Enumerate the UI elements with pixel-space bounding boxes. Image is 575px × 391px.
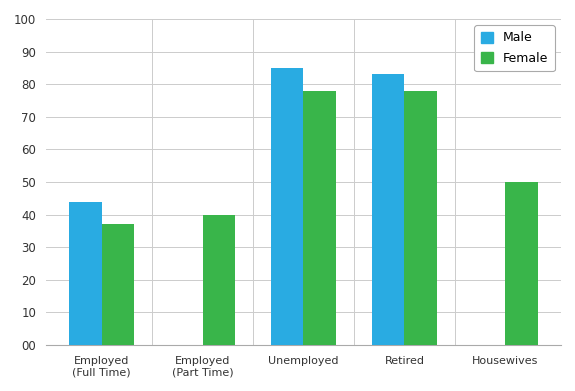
Bar bbox=[372, 74, 404, 345]
Bar bbox=[102, 224, 134, 345]
Bar bbox=[271, 68, 304, 345]
Bar bbox=[304, 91, 336, 345]
Bar bbox=[202, 215, 235, 345]
Bar bbox=[69, 202, 102, 345]
Bar bbox=[505, 182, 538, 345]
Legend: Male, Female: Male, Female bbox=[474, 25, 555, 71]
Bar bbox=[404, 91, 437, 345]
